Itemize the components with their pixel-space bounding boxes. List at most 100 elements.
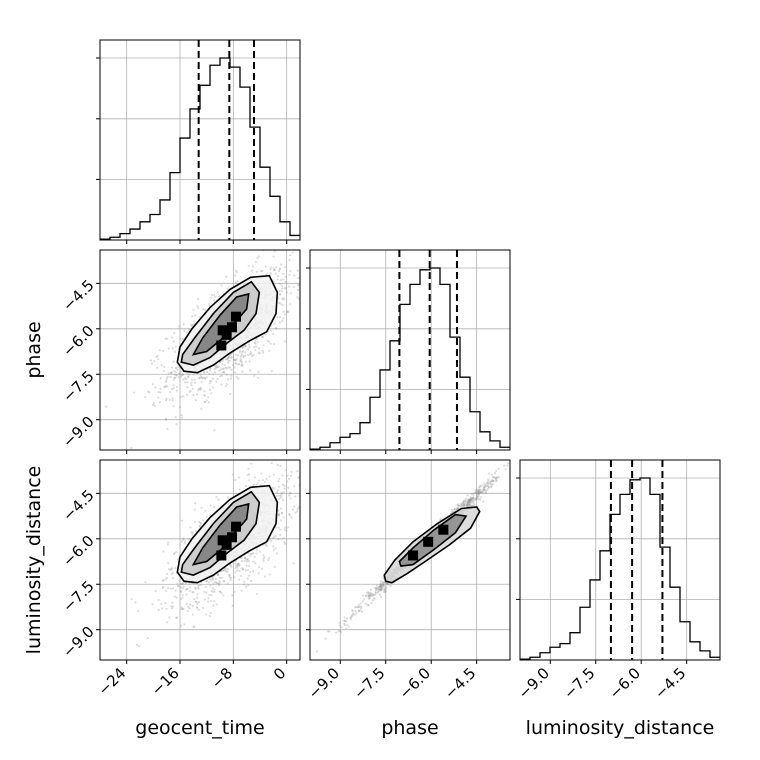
sample-point: [526, 445, 528, 447]
sample-point: [472, 493, 475, 496]
density-peak-cell: [217, 325, 228, 336]
sample-point: [469, 504, 472, 507]
sample-point: [250, 269, 253, 272]
sample-point: [495, 479, 498, 482]
sample-point: [263, 480, 266, 483]
sample-point: [474, 491, 477, 495]
sample-point: [384, 591, 387, 594]
density-geocent-time-vs-phase-panel: −9.0 −7.5 −6.0 −4.5: [59, 245, 320, 454]
sample-point: [229, 578, 232, 582]
sample-point: [204, 509, 207, 513]
sample-point: [222, 367, 226, 370]
sample-point: [248, 473, 251, 476]
sample-point: [161, 579, 164, 583]
sample-point: [190, 381, 193, 385]
sample-point: [450, 508, 454, 512]
sample-point: [469, 504, 472, 507]
sample-point: [293, 274, 296, 277]
sample-point: [249, 369, 252, 372]
sample-point: [230, 368, 233, 371]
sample-point: [318, 273, 320, 275]
sample-point: [281, 483, 285, 486]
sample-point: [380, 588, 383, 591]
sample-point: [198, 524, 201, 528]
sample-point: [173, 595, 176, 598]
sample-point: [196, 593, 199, 596]
sample-point: [307, 507, 309, 509]
sample-point: [285, 529, 288, 532]
sample-point: [227, 496, 230, 499]
sample-point: [452, 508, 456, 511]
sample-point: [238, 578, 241, 581]
sample-point: [497, 476, 500, 479]
sample-point: [195, 600, 198, 604]
sample-point: [289, 292, 293, 295]
sample-point: [173, 552, 176, 555]
sample-point: [474, 491, 477, 494]
sample-point: [257, 376, 260, 379]
sample-point: [241, 350, 245, 353]
sample-point: [477, 492, 480, 495]
sample-point: [334, 631, 338, 634]
sample-point: [203, 376, 206, 379]
sample-point: [377, 587, 380, 590]
sample-point: [205, 591, 208, 594]
sample-point: [379, 587, 383, 590]
sample-point: [211, 377, 214, 380]
sample-point: [210, 593, 213, 597]
sample-point: [494, 476, 497, 479]
sample-point: [208, 372, 211, 376]
sample-point: [234, 274, 237, 277]
sample-point: [493, 472, 497, 475]
sample-point: [273, 565, 276, 568]
sample-point: [324, 637, 327, 640]
sample-point: [192, 591, 195, 594]
sample-point: [227, 361, 230, 364]
sample-point: [467, 505, 470, 508]
sample-point: [288, 273, 291, 276]
sample-point: [246, 558, 249, 561]
sample-point: [253, 555, 256, 559]
sample-point: [200, 380, 203, 383]
sample-point: [205, 515, 208, 518]
sample-point: [475, 492, 478, 495]
sample-point: [475, 495, 478, 498]
sample-point: [183, 329, 186, 332]
sample-point: [252, 552, 255, 555]
sample-point: [239, 355, 242, 358]
sample-point: [251, 354, 254, 358]
sample-point: [507, 462, 510, 465]
sample-point: [211, 578, 214, 581]
sample-point: [494, 480, 498, 483]
sample-point: [239, 349, 242, 352]
sample-point: [178, 585, 181, 588]
sample-point: [359, 602, 362, 605]
contour-line-1: [180, 490, 261, 576]
sample-point: [186, 381, 189, 384]
sample-point: [379, 583, 382, 586]
sample-point: [466, 494, 469, 497]
sample-point: [188, 373, 191, 376]
sample-point: [374, 591, 377, 594]
sample-point: [467, 499, 470, 502]
x-tick-label-luminosity-distance: −9.0: [515, 664, 553, 702]
sample-point: [238, 569, 241, 572]
sample-point: [280, 297, 283, 300]
sample-point: [281, 287, 284, 290]
sample-point: [247, 584, 250, 587]
sample-point: [269, 268, 272, 271]
sample-point: [289, 497, 292, 500]
sample-point: [204, 585, 207, 589]
sample-point: [105, 405, 108, 408]
sample-point: [288, 245, 290, 247]
sample-point: [189, 603, 192, 606]
sample-point: [221, 362, 224, 366]
sample-point: [272, 267, 275, 270]
sample-point: [218, 375, 222, 378]
sample-point: [469, 498, 472, 502]
sample-point: [153, 359, 156, 363]
sample-point: [475, 492, 478, 495]
sample-point: [191, 533, 194, 536]
sample-point: [281, 319, 284, 323]
sample-point: [203, 598, 206, 601]
